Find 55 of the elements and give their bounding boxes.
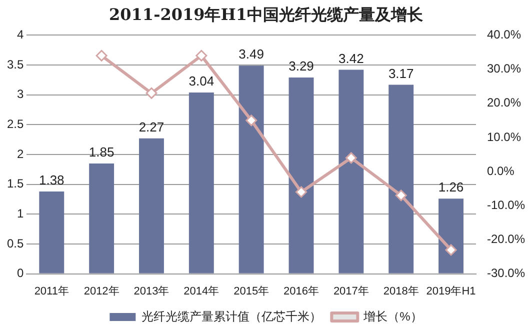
y-tick-label: 3.5 — [6, 57, 24, 72]
point — [196, 50, 208, 62]
x-tick-label: 2019年H1 — [426, 285, 476, 298]
y-tick-label: 0 — [16, 266, 24, 280]
y2-tick-label: 30.0% — [486, 62, 522, 76]
data-label: 3.04 — [188, 74, 214, 89]
bar — [288, 78, 314, 274]
y-tick-label: 0.5 — [6, 236, 24, 250]
bar — [238, 66, 264, 274]
bar — [188, 92, 214, 274]
x-tick-label: 2013年 — [134, 285, 170, 298]
legend-label: 增长（%） — [362, 309, 422, 324]
y2-tick-label: 40.0% — [486, 28, 522, 42]
bar — [39, 191, 64, 274]
y-tick-label: 1.5 — [6, 176, 24, 191]
point — [445, 244, 457, 256]
data-label: 1.85 — [88, 144, 114, 160]
chart-title: 2011-2019年H1中国光纤光缆产量及增长 — [109, 4, 424, 24]
bar — [388, 84, 414, 274]
y-tick-label: 4 — [16, 28, 24, 42]
x-tick-label: 2017年 — [333, 285, 369, 298]
x-tick-label: 2014年 — [184, 285, 220, 298]
point — [296, 186, 307, 198]
bar — [338, 70, 364, 274]
x-tick-label: 2016年 — [284, 285, 319, 298]
y2-tick-label: -30.0% — [486, 266, 526, 280]
data-label: 2.27 — [138, 119, 164, 134]
x-tick-label: 2018年 — [383, 285, 419, 298]
data-label: 3.42 — [338, 50, 364, 66]
x-tick-label: 2011年 — [34, 285, 69, 298]
bar — [89, 163, 114, 274]
y2-tick-label: 20.0% — [486, 96, 522, 110]
data-label: 1.26 — [438, 180, 464, 195]
y2-tick-label: -10.0% — [486, 198, 526, 212]
point — [96, 50, 108, 62]
legend-label: 光纤光缆产量累计值（亿芯千米） — [142, 309, 322, 324]
y2-tick-label: -20.0% — [486, 232, 526, 246]
data-label: 3.29 — [288, 58, 314, 74]
data-label: 3.49 — [238, 46, 264, 62]
y-tick-label: 1 — [16, 206, 24, 220]
data-label: 1.38 — [38, 172, 64, 188]
x-tick-label: 2012年 — [84, 285, 120, 298]
point — [345, 152, 357, 164]
y-tick-label: 2 — [16, 146, 24, 161]
y2-tick-label: 10.0% — [486, 130, 522, 144]
point — [246, 114, 258, 126]
x-tick-label: 2015年 — [234, 285, 270, 298]
y2-tick-label: 0.0% — [486, 164, 515, 178]
bar — [139, 138, 164, 274]
y-tick-label: 3 — [16, 87, 24, 102]
point — [395, 190, 407, 202]
bar — [438, 198, 464, 274]
y-tick-label: 2.5 — [6, 116, 24, 131]
point — [146, 87, 158, 99]
data-label: 3.17 — [388, 66, 414, 81]
